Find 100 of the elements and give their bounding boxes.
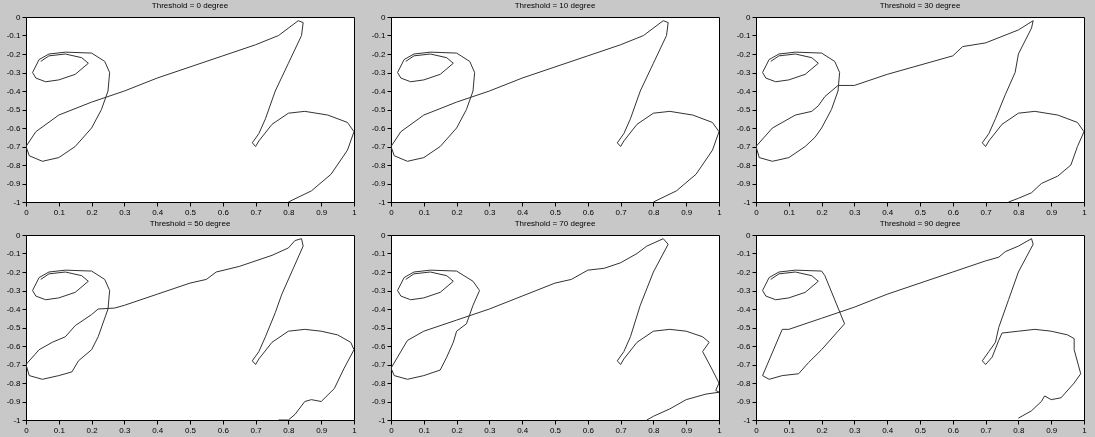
y-tick-label: -1 (378, 197, 387, 207)
y-tick-label: -0.2 (736, 267, 752, 277)
y-tick-label: -0.4 (6, 304, 22, 314)
y-tick-label: -0.5 (371, 323, 387, 332)
y-tick-label: -0.3 (371, 68, 387, 77)
y-tick-label: -0.7 (736, 360, 752, 369)
y-tick-label: -0.5 (6, 323, 22, 332)
x-tick-label: 0.4 (152, 425, 164, 435)
y-tick-label: -0.4 (736, 86, 752, 96)
y-tick-label: -0.8 (371, 160, 387, 170)
chart-title: Threshold = 10 degree (514, 1, 596, 10)
x-tick-label: 0.3 (849, 425, 862, 435)
x-tick-label: 0.6 (947, 425, 960, 435)
x-tick-label: 0.3 (849, 207, 862, 217)
y-tick-label: 0 (381, 230, 387, 240)
y-tick-label: 0 (746, 230, 752, 240)
y-tick-label: -0.2 (6, 267, 22, 277)
x-tick-label: 0.9 (1046, 207, 1058, 217)
y-tick-label: -0.5 (371, 105, 387, 114)
y-tick-label: -0.2 (371, 267, 387, 277)
y-tick-label: -0.6 (6, 341, 22, 351)
x-tick-label: 0.9 (681, 207, 693, 217)
x-tick-label: 0.1 (418, 425, 431, 435)
x-tick-label: 1 (352, 207, 358, 217)
x-tick-label: 0.5 (914, 425, 927, 435)
x-tick-label: 0.1 (418, 207, 431, 217)
x-tick-label: 0.8 (283, 425, 296, 435)
x-tick-label: 0 (24, 425, 30, 435)
y-tick-label: -1 (13, 415, 22, 425)
x-tick-label: 0 (389, 207, 395, 217)
y-tick-label: -0.7 (371, 360, 387, 369)
x-tick-label: 1 (717, 425, 723, 435)
y-tick-label: -0.6 (6, 123, 22, 133)
x-tick-label: 0.9 (1046, 425, 1058, 435)
x-tick-label: 0.5 (184, 207, 197, 217)
x-tick-label: 0.2 (86, 425, 99, 435)
y-tick-label: 0 (381, 12, 387, 22)
x-tick-label: 0.2 (451, 207, 464, 217)
x-tick-label: 0.7 (615, 425, 628, 435)
x-tick-label: 0.4 (882, 207, 894, 217)
y-tick-label: -0.7 (371, 142, 387, 151)
x-tick-label: 0 (24, 207, 30, 217)
x-tick-label: 0.2 (86, 207, 99, 217)
x-tick-label: 0.1 (783, 425, 796, 435)
y-tick-label: -1 (743, 197, 752, 207)
x-tick-label: 1 (1082, 207, 1088, 217)
y-tick-label: -0.5 (736, 323, 752, 332)
chart-title: Threshold = 90 degree (879, 219, 961, 228)
y-tick-label: -0.3 (6, 286, 22, 295)
x-tick-label: 0.2 (816, 425, 829, 435)
y-tick-label: -0.4 (6, 86, 22, 96)
y-tick-label: -0.4 (371, 86, 387, 96)
y-tick-label: -0.1 (6, 249, 22, 258)
x-tick-label: 0 (754, 207, 760, 217)
y-tick-label: -1 (743, 415, 752, 425)
y-tick-label: 0 (746, 12, 752, 22)
y-tick-label: -0.1 (371, 31, 387, 40)
y-tick-label: -0.2 (736, 49, 752, 59)
y-tick-label: -0.9 (371, 397, 387, 406)
y-tick-label: -0.3 (371, 286, 387, 295)
x-tick-label: 0.4 (517, 425, 529, 435)
chart-title: Threshold = 0 degree (151, 1, 229, 10)
x-tick-label: 0.7 (615, 207, 628, 217)
x-tick-label: 0.7 (980, 425, 993, 435)
y-tick-label: -0.8 (736, 378, 752, 388)
x-tick-label: 0.8 (648, 425, 661, 435)
x-tick-label: 0.3 (484, 425, 497, 435)
x-tick-label: 0.4 (882, 425, 894, 435)
y-tick-label: -0.7 (6, 360, 22, 369)
y-tick-label: -0.4 (736, 304, 752, 314)
x-tick-label: 0.8 (1013, 207, 1026, 217)
x-tick-label: 0.7 (250, 207, 263, 217)
x-tick-label: 0.5 (914, 207, 927, 217)
y-tick-label: -0.2 (6, 49, 22, 59)
y-tick-label: -0.9 (6, 179, 22, 188)
y-tick-label: -0.1 (736, 249, 752, 258)
y-tick-label: -0.7 (736, 142, 752, 151)
chart-title: Threshold = 30 degree (879, 1, 961, 10)
x-tick-label: 1 (352, 425, 358, 435)
y-tick-label: -0.6 (736, 123, 752, 133)
y-tick-label: -0.4 (371, 304, 387, 314)
x-tick-label: 1 (717, 207, 723, 217)
y-tick-label: 0 (16, 230, 22, 240)
x-tick-label: 0.8 (1013, 425, 1026, 435)
x-tick-label: 0.1 (53, 425, 66, 435)
y-tick-label: -0.9 (371, 179, 387, 188)
x-tick-label: 0.4 (517, 207, 529, 217)
x-tick-label: 0.3 (484, 207, 497, 217)
y-tick-label: -0.8 (6, 160, 22, 170)
y-tick-label: -1 (13, 197, 22, 207)
x-tick-label: 0.7 (980, 207, 993, 217)
x-tick-label: 0.3 (119, 207, 132, 217)
x-tick-label: 0.2 (816, 207, 829, 217)
y-tick-label: -0.3 (736, 286, 752, 295)
x-tick-label: 0.9 (681, 425, 693, 435)
x-tick-label: 0.8 (283, 207, 296, 217)
y-tick-label: -0.2 (371, 49, 387, 59)
y-tick-label: -0.9 (6, 397, 22, 406)
x-tick-label: 0.8 (648, 207, 661, 217)
y-tick-label: -1 (378, 415, 387, 425)
